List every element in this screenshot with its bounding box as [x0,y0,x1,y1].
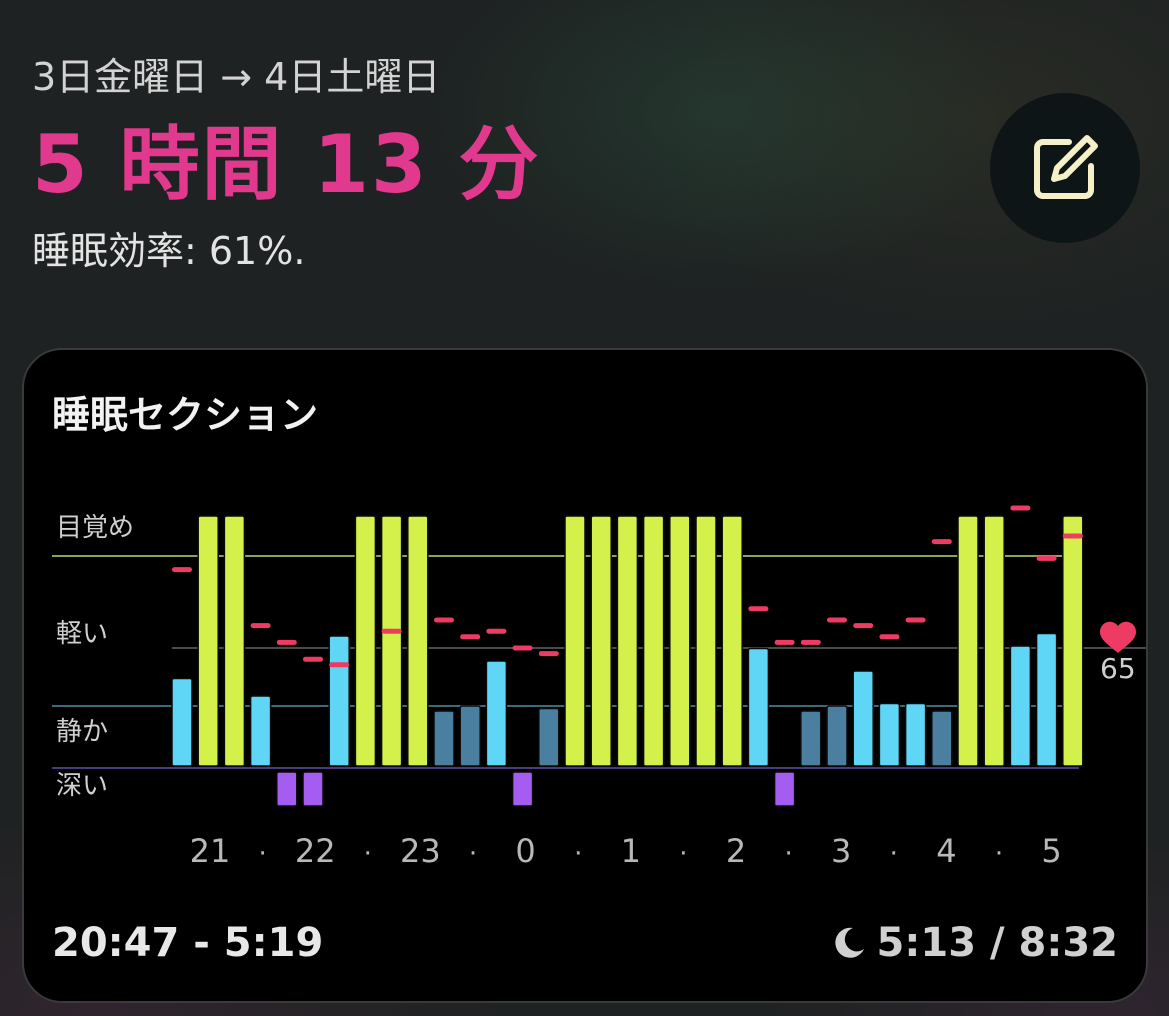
card-title: 睡眠セクション [52,393,319,437]
sleep-efficiency: 睡眠効率: 61%. [32,229,306,273]
heart-rate-marker [1036,555,1057,561]
heart-rate-marker [748,606,769,612]
x-tick-label: 2 [726,832,746,870]
moon-icon [834,927,864,958]
sleep-bar-light [249,695,272,767]
heart-rate-marker [172,567,192,573]
sleep-bar-light [747,647,770,767]
x-tick-label: 4 [936,832,956,870]
heart-rate-marker [434,617,454,623]
sleep-bar-awake [564,515,586,767]
heart-rate-marker [276,639,297,645]
sleep-bar-light [1035,632,1058,767]
x-tick-label: 21 [190,832,231,870]
sleep-bar-awake [407,515,429,767]
sleep-bar-awake [380,515,403,767]
sleep-bar-awake [721,515,743,767]
heart-rate-marker [1062,533,1083,539]
heart-icon [1100,621,1136,653]
sleep-bar-light [878,702,901,767]
sleep-bar-awake [616,515,639,767]
sleep-bar-deep [511,771,534,807]
sleep-bar-quiet [800,710,822,767]
sleep-bar-awake [223,515,246,767]
sleep-bar-light [904,702,927,767]
sleep-bar-awake [354,515,377,767]
heart-rate-marker [827,617,847,623]
x-tick-label: · [995,839,1003,869]
heart-rate-marker [1010,505,1031,511]
date-range: 3日金曜日 → 4日土曜日 [32,55,441,99]
x-tick-label: 0 [515,832,535,870]
heart-rate-marker [512,645,533,651]
heart-rate-marker [538,651,559,657]
heart-rate-marker [329,662,350,668]
x-tick-label: · [679,839,687,869]
x-tick-label: · [258,839,266,869]
x-tick-label: 3 [831,832,851,870]
heart-rate-marker [486,628,507,634]
sleep-bar-deep [302,771,324,807]
heart-rate-marker [931,539,952,545]
heart-rate-marker [460,634,481,640]
sleep-bar-light [1009,645,1032,767]
y-category-label: 軽い [56,619,108,649]
heart-rate-marker [250,623,271,629]
x-tick-label: 5 [1041,832,1061,870]
x-tick-label: · [574,839,582,869]
heart-rate-marker [381,628,402,634]
sleep-bar-quiet [931,710,953,767]
heart-rate-marker [774,639,795,645]
sleep-bar-awake [590,515,612,767]
sleep-bar-awake [695,515,717,767]
x-tick-label: 22 [295,832,336,870]
y-category-label: 目覚め [56,513,134,543]
sleep-bar-deep [276,771,298,807]
sleep-ratio-text: 5:13 / 8:32 [876,920,1118,966]
sleep-bar-quiet [538,707,560,767]
x-tick-label: · [364,839,372,869]
heart-rate-marker [879,634,900,640]
x-tick-label: · [469,839,477,869]
sleep-duration: 5 時間 13 分 [32,118,541,211]
heart-rate-marker [800,639,821,645]
sleep-bar-light [485,660,508,767]
heart-rate-marker [853,623,874,629]
sleep-bar-quiet [459,705,481,767]
sleep-section-card[interactable]: 睡眠セクション 目覚め 軽い 静か 深い 65 21 · 22 · 23 · 0 · 1 · 2 · 3 · 4 · 5 … [22,348,1148,1003]
x-tick-label: · [784,839,792,869]
edit-icon [1034,135,1098,199]
sleep-ratio: 5:13 / 8:32 [831,920,1118,966]
heart-rate-marker [905,617,926,623]
sleep-bar-awake [983,515,1005,767]
sleep-bar-awake [1062,515,1084,767]
sleep-bar-light [328,635,350,767]
y-category-label: 深い [56,771,108,801]
x-tick-label: 23 [400,832,441,870]
time-range: 20:47 - 5:19 [52,920,324,966]
sleep-bar-awake [197,515,219,767]
sleep-bar-deep [773,771,796,807]
sleep-bar-light [852,670,874,767]
x-tick-label: · [890,839,898,869]
heart-rate-value: 65 [1100,652,1136,685]
sleep-bar-awake [669,515,691,767]
sleep-bar-light [171,677,193,767]
edit-button[interactable] [990,93,1140,243]
heart-rate-marker [303,656,323,662]
y-category-label: 静か [56,717,108,747]
sleep-bar-quiet [433,710,455,767]
sleep-bar-awake [957,515,979,767]
sleep-bar-quiet [826,705,848,767]
sleep-bar-awake [642,515,665,767]
x-tick-label: 1 [621,832,641,870]
